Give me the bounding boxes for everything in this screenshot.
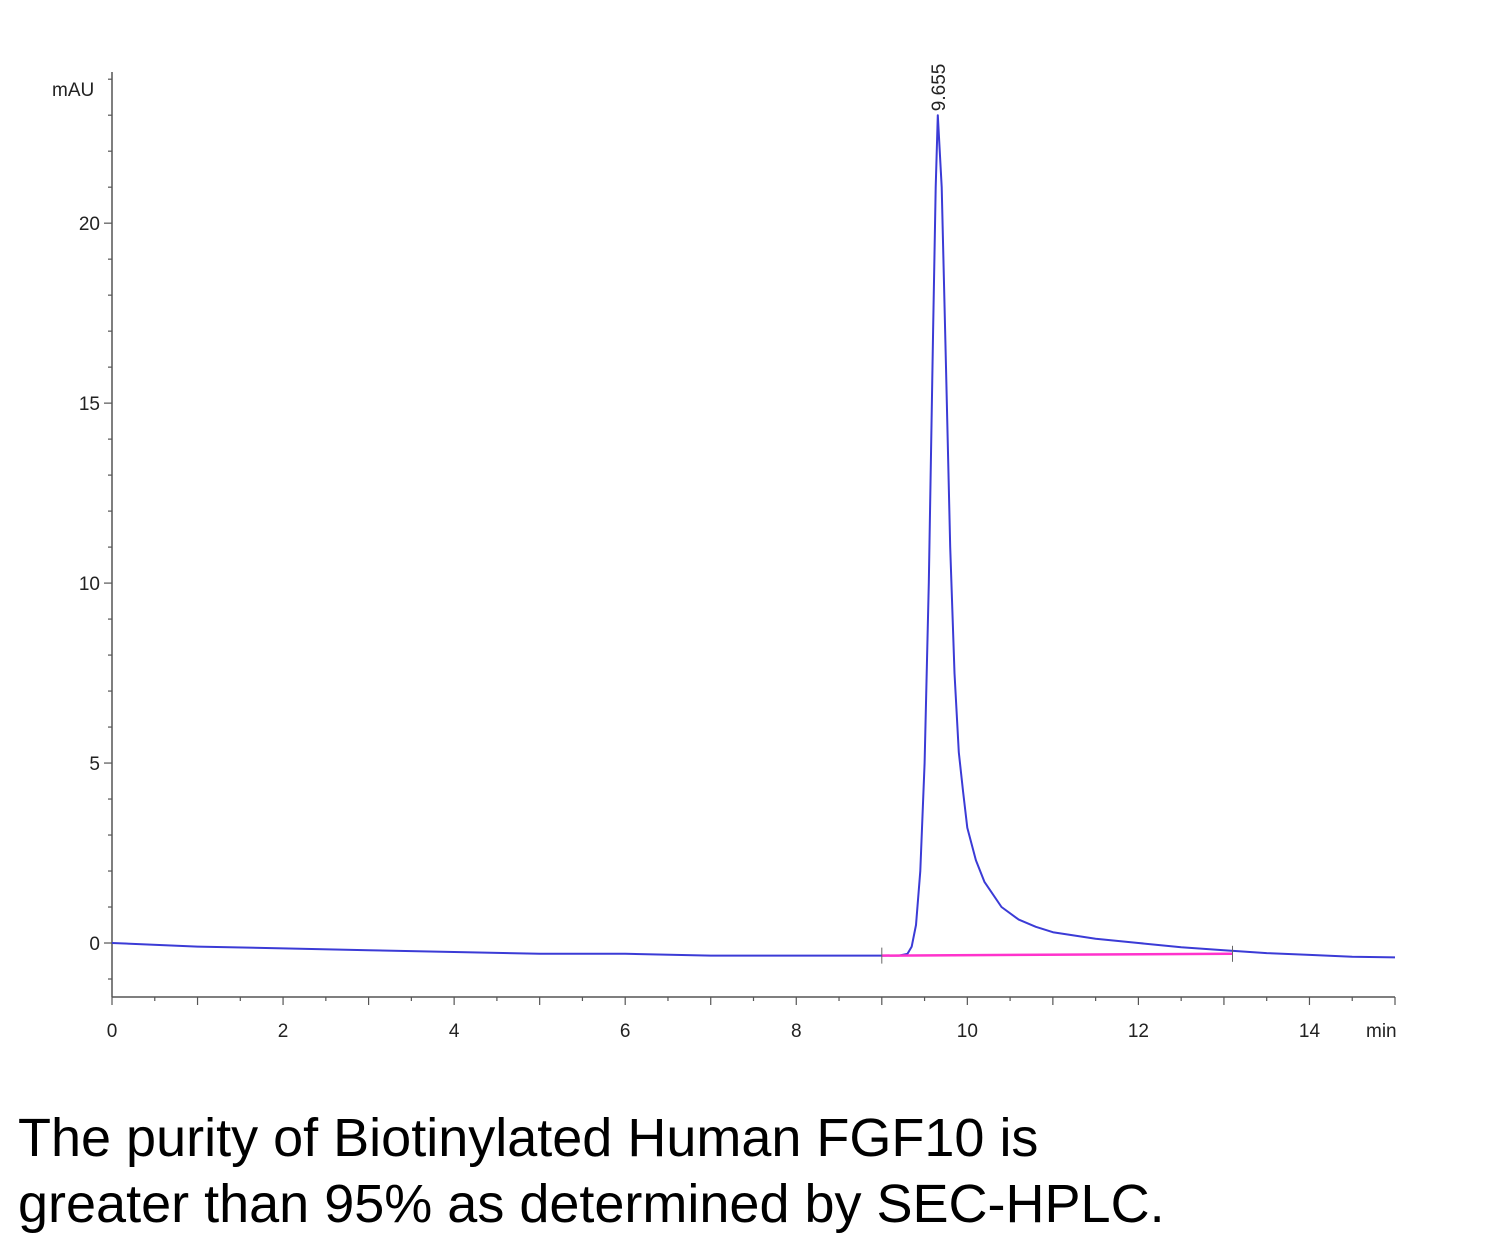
x-axis-unit-label: min	[1366, 1021, 1397, 1042]
y-tick-label: 15	[79, 394, 100, 415]
figure-caption: The purity of Biotinylated Human FGF10 i…	[18, 1105, 1165, 1237]
x-tick-label: 10	[957, 1021, 978, 1042]
x-tick-label: 2	[278, 1021, 289, 1042]
y-tick-label: 20	[79, 214, 100, 235]
y-tick-label: 10	[79, 574, 100, 595]
y-tick-label: 5	[89, 754, 100, 775]
x-tick-label: 8	[791, 1021, 802, 1042]
x-tick-label: 14	[1299, 1021, 1321, 1042]
x-tick-label: 6	[620, 1021, 631, 1042]
y-tick-label: 0	[89, 934, 100, 955]
caption-line-2: greater than 95% as determined by SEC-HP…	[18, 1174, 1165, 1234]
chromatogram-chart: mAU min 0 5 10 15 20 0 2 4 6 8 10 12 14 9.655	[52, 64, 1397, 1042]
chromatogram-series	[111, 114, 1396, 964]
x-tick-label: 12	[1128, 1021, 1149, 1042]
x-tick-label: 4	[449, 1021, 460, 1042]
x-axis-ticks: 0 2 4 6 8 10 12 14	[107, 997, 1396, 1042]
y-axis-unit-label: mAU	[52, 80, 94, 101]
signal-trace	[111, 114, 1396, 959]
x-tick-label: 0	[107, 1021, 118, 1042]
integration-baseline	[881, 952, 1233, 957]
peak-retention-label: 9.655	[929, 64, 950, 112]
caption-line-1: The purity of Biotinylated Human FGF10 i…	[18, 1108, 1039, 1168]
y-axis-ticks: 0 5 10 15 20	[79, 78, 112, 980]
peak-annotations: 9.655	[929, 64, 950, 112]
